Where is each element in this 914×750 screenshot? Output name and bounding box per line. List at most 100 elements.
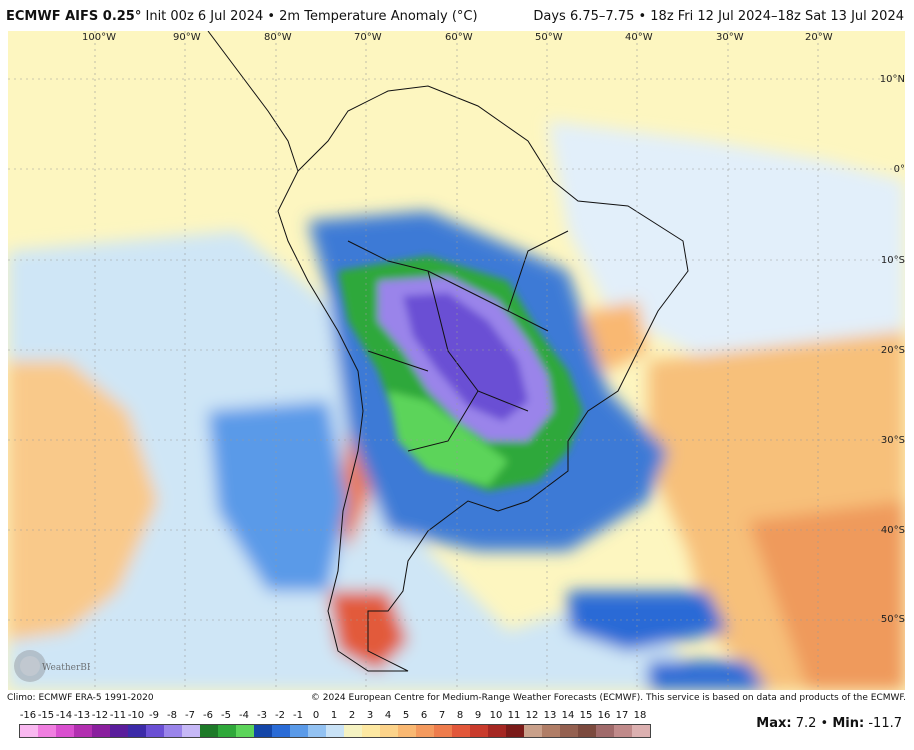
max-min-stats: Max: 7.2 • Min: -11.7 bbox=[756, 716, 902, 731]
colorbar-label: -14 bbox=[55, 710, 73, 721]
colorbar-swatch bbox=[290, 725, 308, 737]
colorbar-label: 5 bbox=[402, 710, 410, 721]
lon-label-40w: 40°W bbox=[625, 32, 653, 43]
model-name: ECMWF AIFS 0.25 bbox=[6, 9, 135, 24]
colorbar-labels: -16 -15 -14 -13 -12 -11 -10 -9 -8 -7 -6 -5 -4 -3 -2 -1 0… bbox=[19, 709, 669, 722]
colorbar-label: 11 bbox=[507, 710, 521, 721]
colorbar-label: 6 bbox=[420, 710, 428, 721]
colorbar-swatch bbox=[398, 725, 416, 737]
central-america-outline bbox=[207, 31, 299, 172]
colorbar-swatch bbox=[434, 725, 452, 737]
warm-brazil-coast bbox=[583, 301, 648, 371]
min-value: -11.7 bbox=[868, 716, 902, 731]
lat-label-0: 0° bbox=[893, 164, 905, 175]
coastlines bbox=[207, 31, 689, 672]
colorbar-label: -10 bbox=[127, 710, 145, 721]
colorbar-label: -11 bbox=[109, 710, 127, 721]
colorbar-legend: -16 -15 -14 -13 -12 -11 -10 -9 -8 -7 -6 -5 -4 -3 -2 -1 0… bbox=[19, 709, 669, 738]
lon-label-80w: 80°W bbox=[264, 32, 292, 43]
colorbar-label: -3 bbox=[257, 710, 267, 721]
lon-label-90w: 90°W bbox=[173, 32, 201, 43]
colorbar-swatch bbox=[308, 725, 326, 737]
lon-label-50w: 50°W bbox=[535, 32, 563, 43]
colorbar-label: 16 bbox=[597, 710, 611, 721]
colorbar-label: -15 bbox=[37, 710, 55, 721]
colorbar-label: 8 bbox=[456, 710, 464, 721]
colorbar-swatches bbox=[19, 724, 651, 738]
cool-south-atlantic bbox=[568, 591, 728, 651]
colorbar-label: 13 bbox=[543, 710, 557, 721]
lon-label-100w: 100°W bbox=[82, 32, 116, 43]
colorbar-label: -8 bbox=[167, 710, 177, 721]
degree-symbol: ° bbox=[134, 9, 142, 24]
colorbar-swatch bbox=[20, 725, 38, 737]
anomaly-map bbox=[8, 31, 905, 690]
lon-label-70w: 70°W bbox=[354, 32, 382, 43]
stats-separator: • bbox=[816, 716, 833, 731]
max-label: Max: bbox=[756, 716, 792, 731]
colorbar-swatch bbox=[362, 725, 380, 737]
colorbar-label: 12 bbox=[525, 710, 539, 721]
colorbar-swatch bbox=[470, 725, 488, 737]
colorbar-label: -13 bbox=[73, 710, 91, 721]
colorbar-swatch bbox=[326, 725, 344, 737]
colorbar-swatch bbox=[92, 725, 110, 737]
lat-label-20s: 20°S bbox=[880, 345, 905, 356]
colorbar-swatch bbox=[596, 725, 614, 737]
lon-label-30w: 30°W bbox=[716, 32, 744, 43]
colorbar-swatch bbox=[416, 725, 434, 737]
colorbar-label: -1 bbox=[293, 710, 303, 721]
colorbar-label: -5 bbox=[221, 710, 231, 721]
lat-label-30s: 30°S bbox=[880, 435, 905, 446]
colorbar-label: -4 bbox=[239, 710, 249, 721]
cool-drake-passage bbox=[648, 661, 768, 690]
colorbar-swatch bbox=[254, 725, 272, 737]
lat-label-50s: 50°S bbox=[880, 614, 905, 625]
chart-title: ECMWF AIFS 0.25° Init 00z 6 Jul 2024 • 2… bbox=[6, 9, 478, 24]
colorbar-label: 10 bbox=[489, 710, 503, 721]
colorbar-swatch bbox=[182, 725, 200, 737]
colorbar-swatch bbox=[110, 725, 128, 737]
lat-label-10n: 10°N bbox=[879, 74, 905, 85]
cool-pacific bbox=[208, 401, 348, 591]
colorbar-swatch bbox=[200, 725, 218, 737]
copyright-note: © 2024 European Centre for Medium-Range … bbox=[310, 693, 906, 703]
colorbar-label: 17 bbox=[615, 710, 629, 721]
colorbar-swatch bbox=[560, 725, 578, 737]
cold-purple-core bbox=[403, 293, 528, 421]
colorbar-label: 7 bbox=[438, 710, 446, 721]
lon-label-20w: 20°W bbox=[805, 32, 833, 43]
colorbar-swatch bbox=[272, 725, 290, 737]
climo-note: Climo: ECMWF ERA-5 1991-2020 bbox=[7, 693, 154, 703]
colorbar-swatch bbox=[74, 725, 92, 737]
colorbar-swatch bbox=[488, 725, 506, 737]
colorbar-label: 14 bbox=[561, 710, 575, 721]
colorbar-swatch bbox=[614, 725, 632, 737]
colorbar-label: -12 bbox=[91, 710, 109, 721]
colorbar-label: -16 bbox=[19, 710, 37, 721]
max-value: 7.2 bbox=[795, 716, 817, 731]
colorbar-swatch bbox=[524, 725, 542, 737]
lat-label-10s: 10°S bbox=[880, 255, 905, 266]
colorbar-swatch bbox=[542, 725, 560, 737]
colorbar-swatch bbox=[380, 725, 398, 737]
valid-time: Days 6.75–7.75 • 18z Fri 12 Jul 2024–18z… bbox=[533, 9, 904, 24]
colorbar-label: -9 bbox=[149, 710, 159, 721]
colorbar-label: 2 bbox=[348, 710, 356, 721]
cold-light-green bbox=[388, 391, 508, 486]
lon-label-60w: 60°W bbox=[445, 32, 473, 43]
warm-atlantic-core bbox=[748, 501, 905, 690]
country-borders bbox=[347, 230, 569, 452]
colorbar-swatch bbox=[236, 725, 254, 737]
svg-text:WeatherBELL: WeatherBELL bbox=[42, 663, 90, 673]
graticule bbox=[8, 31, 905, 690]
header-bar: ECMWF AIFS 0.25° Init 00z 6 Jul 2024 • 2… bbox=[0, 0, 914, 30]
lat-label-40s: 40°S bbox=[880, 525, 905, 536]
colorbar-swatch bbox=[128, 725, 146, 737]
map-canvas bbox=[8, 31, 905, 690]
south-america-outline bbox=[277, 85, 689, 672]
colorbar-swatch bbox=[632, 725, 650, 737]
colorbar-swatch bbox=[218, 725, 236, 737]
init-text: Init 00z 6 Jul 2024 • 2m Temperature Ano… bbox=[141, 9, 478, 24]
colorbar-swatch bbox=[506, 725, 524, 737]
